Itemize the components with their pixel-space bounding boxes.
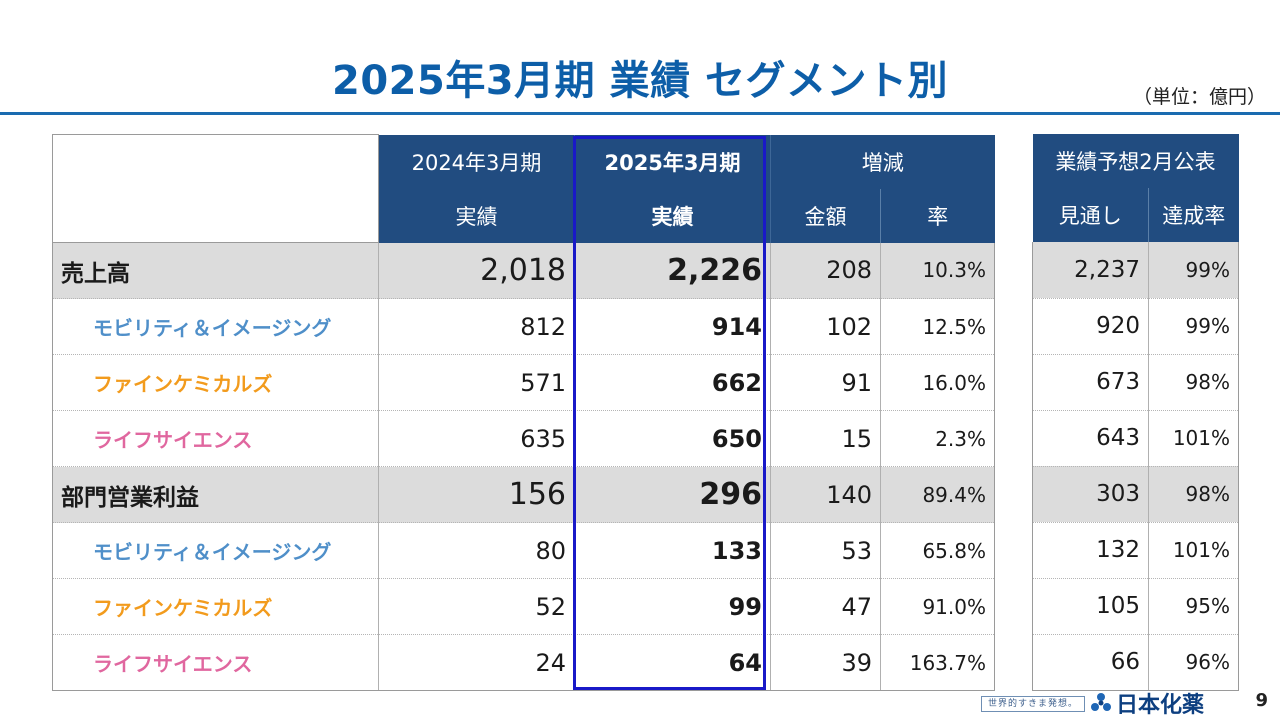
cur-value: 662 bbox=[574, 354, 771, 411]
row-label: モビリティ＆イメージング bbox=[52, 522, 379, 579]
header-outlook: 見通し bbox=[1032, 188, 1149, 242]
table-row: ファインケミカルズ 571 662 91 16.0% bbox=[52, 354, 995, 411]
forecast-header-title: 業績予想2月公表 bbox=[1032, 134, 1239, 188]
prev-value: 80 bbox=[378, 522, 575, 579]
forecast-table: 業績予想2月公表 見通し 達成率 2,237 99% 920 99% 673 9… bbox=[1032, 134, 1239, 691]
cur-value: 133 bbox=[574, 522, 771, 579]
achievement-value: 96% bbox=[1148, 634, 1239, 691]
change-amount: 53 bbox=[770, 522, 881, 579]
change-rate: 12.5% bbox=[880, 298, 995, 355]
table-row: モビリティ＆イメージング 812 914 102 12.5% bbox=[52, 298, 995, 355]
change-amount: 15 bbox=[770, 410, 881, 467]
outlook-value: 105 bbox=[1032, 578, 1149, 635]
header-cur-period: 2025年3月期 bbox=[574, 134, 771, 189]
change-rate: 163.7% bbox=[880, 634, 995, 691]
change-rate: 65.8% bbox=[880, 522, 995, 579]
row-label: モビリティ＆イメージング bbox=[52, 298, 379, 355]
outlook-value: 673 bbox=[1032, 354, 1149, 411]
company-logo-icon bbox=[1091, 693, 1111, 711]
table-row: 105 95% bbox=[1032, 578, 1239, 635]
row-label: ファインケミカルズ bbox=[52, 578, 379, 635]
table-row: ライフサイエンス 24 64 39 163.7% bbox=[52, 634, 995, 691]
company-logo: 日本化薬 bbox=[1090, 690, 1205, 718]
change-amount: 91 bbox=[770, 354, 881, 411]
company-tagline: 世界的すきま発想。 bbox=[981, 696, 1085, 712]
table-row: ファインケミカルズ 52 99 47 91.0% bbox=[52, 578, 995, 635]
unit-note: （単位：億円） bbox=[1132, 86, 1266, 108]
change-amount: 102 bbox=[770, 298, 881, 355]
header-corner bbox=[52, 134, 379, 243]
cur-value: 99 bbox=[574, 578, 771, 635]
prev-value: 156 bbox=[378, 466, 575, 523]
header-amount: 金額 bbox=[770, 188, 881, 243]
table-row: 売上高 2,018 2,226 208 10.3% bbox=[52, 242, 995, 299]
change-rate: 16.0% bbox=[880, 354, 995, 411]
achievement-value: 99% bbox=[1148, 242, 1239, 299]
header-prev-period: 2024年3月期 bbox=[378, 134, 575, 189]
achievement-value: 98% bbox=[1148, 466, 1239, 523]
outlook-value: 2,237 bbox=[1032, 242, 1149, 299]
prev-value: 52 bbox=[378, 578, 575, 635]
row-label: ファインケミカルズ bbox=[52, 354, 379, 411]
outlook-value: 303 bbox=[1032, 466, 1149, 523]
achievement-value: 98% bbox=[1148, 354, 1239, 411]
table-row: 部門営業利益 156 296 140 89.4% bbox=[52, 466, 995, 523]
row-label: 売上高 bbox=[52, 242, 379, 299]
table-row: 303 98% bbox=[1032, 466, 1239, 523]
header-rate: 率 bbox=[880, 188, 995, 243]
cur-value: 914 bbox=[574, 298, 771, 355]
prev-value: 812 bbox=[378, 298, 575, 355]
segment-results-table: 2024年3月期 2025年3月期 増減 実績 実績 金額 率 売上高 2,01… bbox=[52, 134, 995, 691]
achievement-value: 95% bbox=[1148, 578, 1239, 635]
achievement-value: 101% bbox=[1148, 410, 1239, 467]
row-label: ライフサイエンス bbox=[52, 410, 379, 467]
change-rate: 2.3% bbox=[880, 410, 995, 467]
prev-value: 2,018 bbox=[378, 242, 575, 299]
prev-value: 24 bbox=[378, 634, 575, 691]
change-amount: 47 bbox=[770, 578, 881, 635]
table-row: 132 101% bbox=[1032, 522, 1239, 579]
row-label: 部門営業利益 bbox=[52, 466, 379, 523]
cur-value: 296 bbox=[574, 466, 771, 523]
change-amount: 208 bbox=[770, 242, 881, 299]
change-amount: 39 bbox=[770, 634, 881, 691]
change-rate: 10.3% bbox=[880, 242, 995, 299]
page-title: 2025年3月期 業績 セグメント別 bbox=[331, 58, 948, 104]
table-row: 643 101% bbox=[1032, 410, 1239, 467]
prev-value: 571 bbox=[378, 354, 575, 411]
company-name: 日本化薬 bbox=[1116, 693, 1205, 718]
table-row: 66 96% bbox=[1032, 634, 1239, 691]
table-row: ライフサイエンス 635 650 15 2.3% bbox=[52, 410, 995, 467]
outlook-value: 132 bbox=[1032, 522, 1149, 579]
cur-value: 2,226 bbox=[574, 242, 771, 299]
cur-value: 64 bbox=[574, 634, 771, 691]
header-actual-prev: 実績 bbox=[378, 188, 575, 243]
prev-value: 635 bbox=[378, 410, 575, 467]
title-rule bbox=[0, 112, 1280, 115]
header-change: 増減 bbox=[770, 134, 995, 189]
change-rate: 91.0% bbox=[880, 578, 995, 635]
cur-value: 650 bbox=[574, 410, 771, 467]
table-row: 920 99% bbox=[1032, 298, 1239, 355]
change-amount: 140 bbox=[770, 466, 881, 523]
achievement-value: 99% bbox=[1148, 298, 1239, 355]
header-actual-cur: 実績 bbox=[574, 188, 771, 243]
page-number: 9 bbox=[1255, 690, 1268, 711]
achievement-value: 101% bbox=[1148, 522, 1239, 579]
table-row: 673 98% bbox=[1032, 354, 1239, 411]
change-rate: 89.4% bbox=[880, 466, 995, 523]
table-row: 2,237 99% bbox=[1032, 242, 1239, 299]
row-label: ライフサイエンス bbox=[52, 634, 379, 691]
table-row: モビリティ＆イメージング 80 133 53 65.8% bbox=[52, 522, 995, 579]
outlook-value: 643 bbox=[1032, 410, 1149, 467]
outlook-value: 66 bbox=[1032, 634, 1149, 691]
header-achievement: 達成率 bbox=[1148, 188, 1239, 242]
outlook-value: 920 bbox=[1032, 298, 1149, 355]
